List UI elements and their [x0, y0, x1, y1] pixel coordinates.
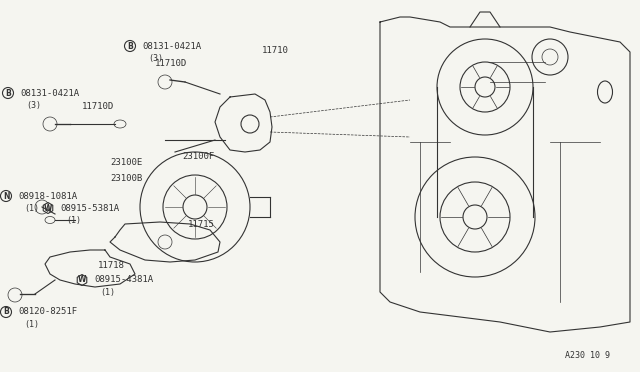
- Text: 08915-4381A: 08915-4381A: [94, 276, 153, 285]
- Text: 11710D: 11710D: [155, 58, 188, 67]
- Text: W: W: [78, 276, 86, 285]
- Text: 11710D: 11710D: [82, 102, 115, 110]
- Text: (1): (1): [24, 203, 39, 212]
- Text: (3): (3): [148, 54, 163, 62]
- Text: 08131-0421A: 08131-0421A: [142, 42, 201, 51]
- Text: 11715: 11715: [188, 219, 215, 228]
- Text: A230 10 9: A230 10 9: [565, 351, 610, 360]
- Text: 23100F: 23100F: [182, 151, 214, 160]
- Text: (3): (3): [26, 100, 41, 109]
- Text: B: B: [3, 308, 9, 317]
- Text: W: W: [44, 203, 52, 212]
- Text: B: B: [127, 42, 133, 51]
- Text: 08131-0421A: 08131-0421A: [20, 89, 79, 97]
- Text: (1): (1): [66, 215, 81, 224]
- Text: 11710: 11710: [262, 45, 289, 55]
- Text: (1): (1): [24, 320, 39, 328]
- Text: 23100E: 23100E: [110, 157, 142, 167]
- Text: 11718: 11718: [98, 262, 125, 270]
- Text: (1): (1): [100, 288, 115, 296]
- Text: N: N: [3, 192, 9, 201]
- Text: 23100B: 23100B: [110, 173, 142, 183]
- Text: 08120-8251F: 08120-8251F: [18, 308, 77, 317]
- Text: 08915-5381A: 08915-5381A: [60, 203, 119, 212]
- Text: B: B: [5, 89, 11, 97]
- Text: 08918-1081A: 08918-1081A: [18, 192, 77, 201]
